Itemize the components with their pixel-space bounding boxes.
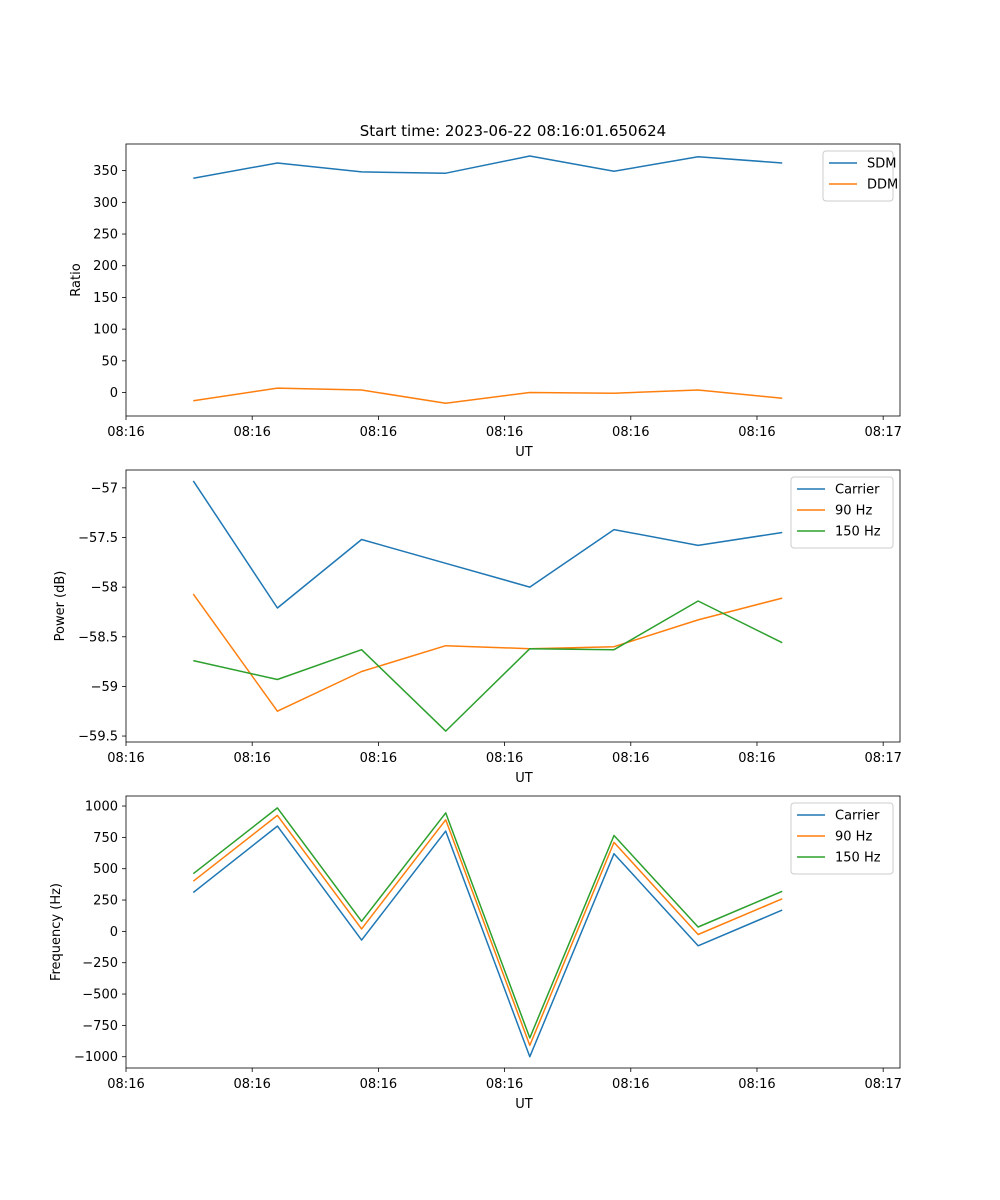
x-tick-label: 08:16 (738, 425, 775, 440)
x-tick-label: 08:16 (107, 751, 144, 766)
x-tick-label: 08:16 (738, 1077, 775, 1092)
series-line-90-hz (192, 814, 783, 1047)
y-tick-label: 500 (93, 862, 118, 877)
series-line-sdm (193, 155, 783, 179)
y-tick-label: −57.5 (78, 531, 118, 546)
x-tick-label: 08:16 (612, 1077, 649, 1092)
legend-label: SDM (867, 157, 896, 172)
x-axis-label: UT (515, 1097, 533, 1112)
series-line-150-hz (193, 600, 783, 732)
y-tick-label: 250 (93, 228, 118, 243)
y-tick-label: 1000 (85, 800, 118, 815)
x-tick-label: 08:17 (864, 751, 901, 766)
x-tick-label: 08:16 (107, 425, 144, 440)
x-tick-label: 08:16 (233, 751, 270, 766)
legend-label: 90 Hz (835, 830, 872, 845)
x-tick-label: 08:16 (612, 751, 649, 766)
y-tick-label: −500 (82, 988, 118, 1003)
y-tick-label: 300 (93, 196, 118, 211)
x-tick-label: 08:16 (486, 425, 523, 440)
legend-label: 150 Hz (835, 851, 881, 866)
y-axis-label: Power (dB) (53, 571, 68, 642)
legend-label: DDM (867, 178, 898, 193)
y-tick-label: −57 (91, 481, 118, 496)
y-tick-label: −250 (82, 956, 118, 971)
series-line-150-hz (192, 807, 783, 1039)
x-axis-label: UT (515, 771, 533, 786)
y-tick-label: −750 (82, 1019, 118, 1034)
axes-frame (125, 143, 901, 417)
chart-panel-3: 08:16 08:16 08:16 08:16 08:16 08:16 08:17 −1000… (49, 795, 902, 1112)
series-line-ddm (193, 387, 783, 405)
y-tick-label: 0 (110, 386, 118, 401)
y-axis-label: Ratio (69, 263, 84, 296)
series-line-carrier (192, 825, 783, 1058)
x-tick-label: 08:16 (107, 1077, 144, 1092)
y-tick-label: 350 (93, 164, 118, 179)
y-tick-label: −1000 (74, 1050, 118, 1065)
x-axis-label: UT (515, 445, 533, 460)
legend-label: Carrier (835, 809, 880, 824)
x-tick-label: 08:16 (486, 1077, 523, 1092)
x-tick-label: 08:17 (864, 425, 901, 440)
axes-frame (125, 795, 901, 1069)
x-tick-label: 08:16 (360, 751, 397, 766)
chart-panel-2: 08:16 08:16 08:16 08:16 08:16 08:16 08:17 −59.5… (53, 469, 902, 786)
x-tick-label: 08:16 (233, 1077, 270, 1092)
y-tick-label: 200 (93, 259, 118, 274)
x-tick-label: 08:16 (233, 425, 270, 440)
y-tick-label: 250 (93, 894, 118, 909)
x-tick-label: 08:16 (360, 1077, 397, 1092)
y-tick-label: 150 (93, 291, 118, 306)
y-axis-label: Frequency (Hz) (49, 883, 64, 981)
x-tick-label: 08:16 (486, 751, 523, 766)
figure-title: Start time: 2023-06-22 08:16:01.650624 (360, 122, 666, 140)
legend-label: Carrier (835, 483, 880, 498)
legend: Carrier 90 Hz 150 Hz (790, 476, 894, 549)
x-tick-label: 08:16 (738, 751, 775, 766)
x-tick-label: 08:16 (612, 425, 649, 440)
axes-frame (125, 469, 901, 743)
series-line-carrier (192, 480, 783, 609)
series-line-90-hz (192, 593, 783, 712)
chart-panel-1: 08:16 08:16 08:16 08:16 08:16 08:16 08:17 0 50 10… (69, 143, 902, 460)
y-tick-label: 50 (101, 354, 118, 369)
x-tick-label: 08:16 (360, 425, 397, 440)
legend-label: 90 Hz (835, 504, 872, 519)
legend-label: 150 Hz (835, 525, 881, 540)
x-tick-label: 08:17 (864, 1077, 901, 1092)
legend: Carrier 90 Hz 150 Hz (790, 802, 894, 875)
legend: SDM DDM (822, 150, 898, 202)
y-tick-label: −59.5 (78, 730, 118, 745)
y-tick-label: −58 (91, 581, 118, 596)
y-tick-label: 0 (110, 925, 118, 940)
y-tick-label: 750 (93, 831, 118, 846)
y-tick-label: −58.5 (78, 630, 118, 645)
y-tick-label: 100 (93, 323, 118, 338)
y-tick-label: −59 (91, 680, 118, 695)
